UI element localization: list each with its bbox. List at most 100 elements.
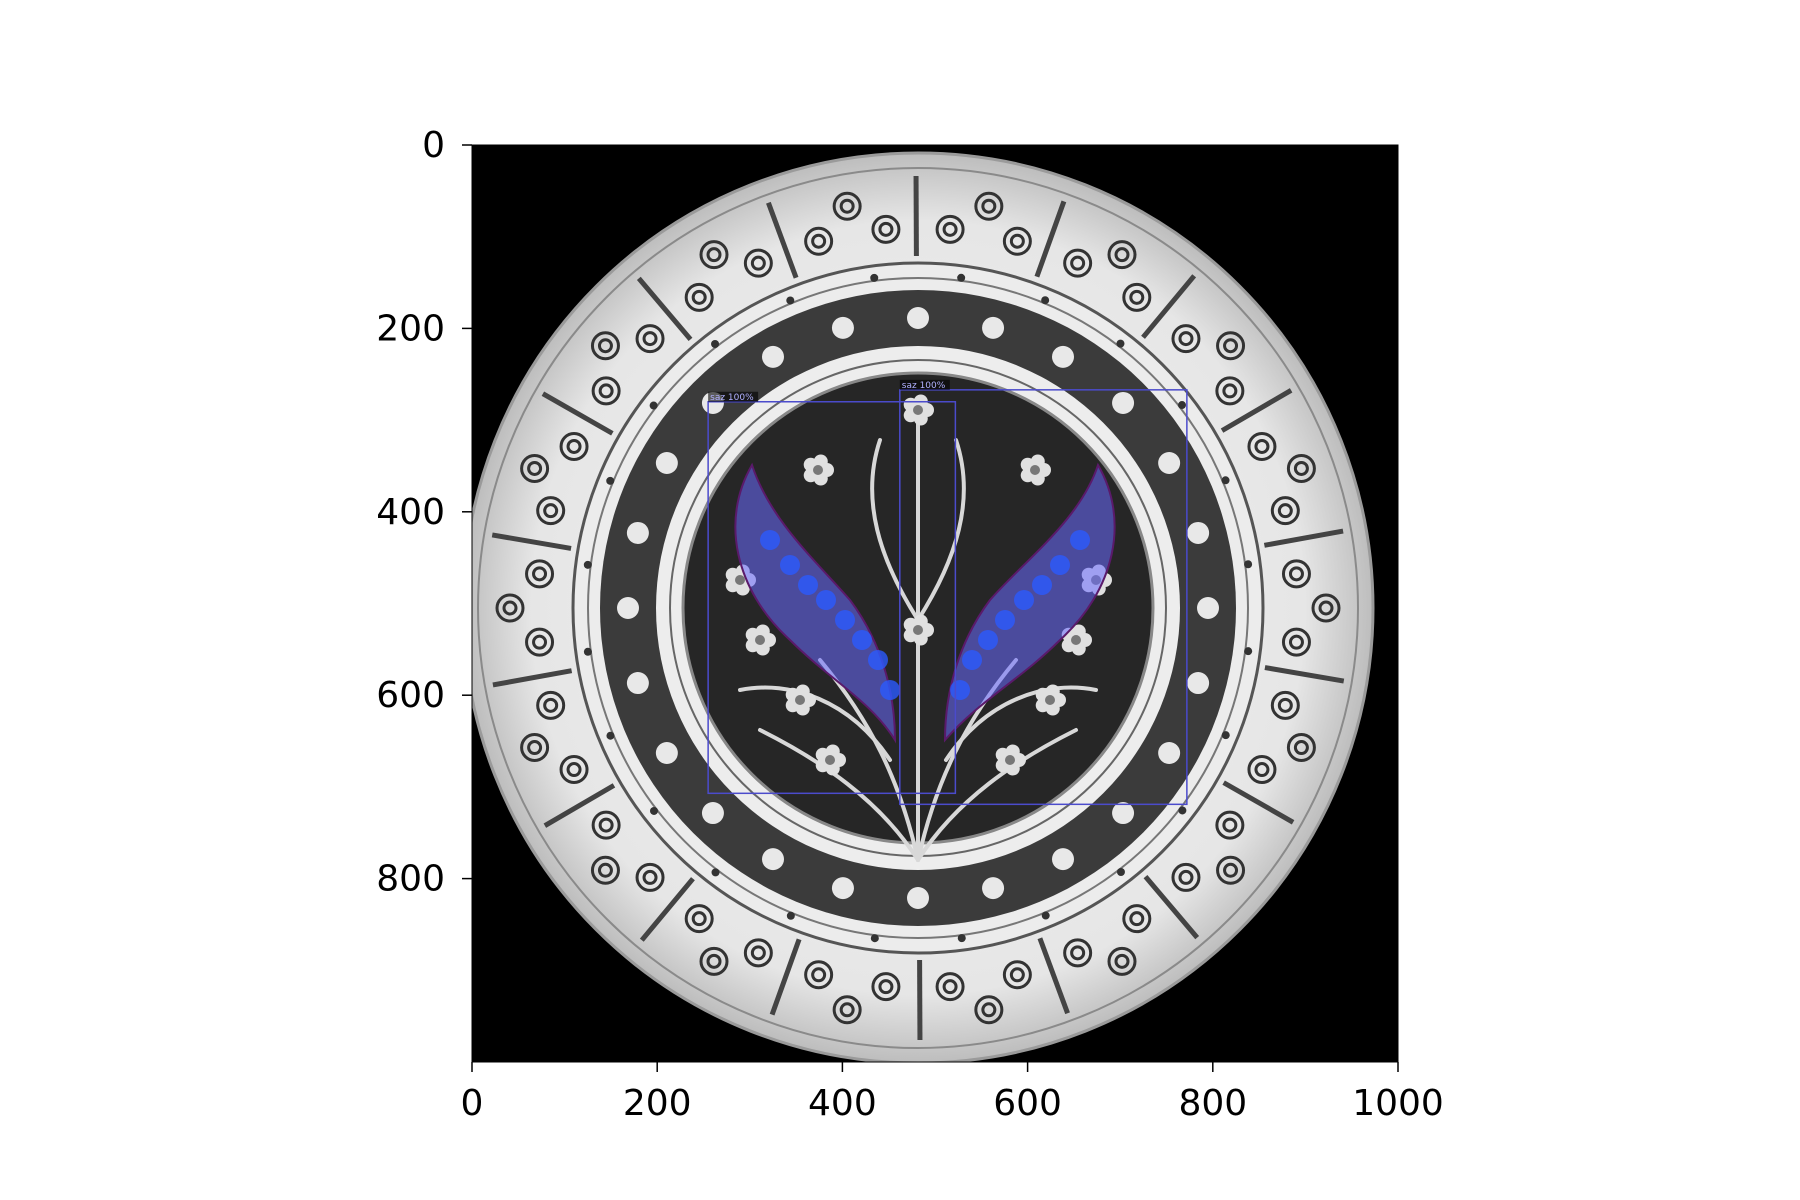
band-dot: [649, 806, 658, 815]
rim-spiral: [1107, 240, 1137, 270]
y-tick-label: 200: [376, 308, 445, 349]
band-notch: [831, 877, 854, 900]
flower-center: [1045, 695, 1055, 705]
rim-spiral: [974, 995, 1004, 1025]
rim-spiral-inner: [1129, 289, 1145, 305]
rim-spiral: [591, 376, 621, 406]
band-notch: [831, 316, 854, 339]
rim-spiral: [1281, 627, 1311, 657]
mask-dot: [962, 650, 982, 670]
rim-spiral-inner: [942, 221, 958, 237]
rim-spiral-inner: [1293, 460, 1309, 476]
rim-stroke: [491, 532, 572, 551]
flower-petal: [795, 684, 810, 699]
rim-spiral: [804, 960, 834, 990]
rim-stroke: [636, 276, 693, 341]
rim-stroke: [1222, 780, 1295, 825]
flower-center: [735, 575, 745, 585]
band-dot: [1244, 647, 1253, 656]
band-notch: [907, 307, 929, 329]
rim-spiral-inner: [1293, 740, 1309, 756]
rim-spiral: [935, 214, 965, 244]
rim-spiral: [1171, 324, 1201, 354]
band-dot: [870, 934, 879, 943]
flower-center: [1005, 755, 1015, 765]
mask-dot: [1032, 575, 1052, 595]
x-tick-label: 600: [993, 1083, 1062, 1124]
rim-spiral-inner: [981, 198, 997, 214]
rim-spiral-inner: [1070, 945, 1086, 961]
rim-spiral: [1286, 733, 1316, 763]
rim-spiral: [1063, 938, 1093, 968]
rim-spiral: [1002, 226, 1032, 256]
y-tick-label: 400: [376, 492, 445, 533]
saz-mask-dots: [760, 530, 1090, 700]
rim-spiral-inner: [527, 460, 543, 476]
rim-stroke: [1034, 200, 1067, 278]
band-dot: [1178, 401, 1187, 410]
flower-center: [825, 755, 835, 765]
medallion-flowers: [725, 394, 1112, 776]
rim-spiral-inner: [532, 566, 548, 582]
rim-spiral-inner: [839, 198, 855, 214]
x-tick-label: 800: [1178, 1083, 1247, 1124]
rim-spiral-inner: [566, 762, 582, 778]
rim-spiral: [1247, 431, 1277, 461]
flower-center: [755, 635, 765, 645]
rim-spiral-inner: [1277, 503, 1293, 519]
rim-spiral-inner: [1277, 697, 1293, 713]
flower-center: [795, 695, 805, 705]
rim-spiral-inner: [598, 817, 614, 833]
rim-spiral: [1247, 755, 1277, 785]
band-dot: [583, 560, 592, 569]
rim-stroke: [639, 877, 695, 942]
mask-dot: [1014, 590, 1034, 610]
rim-spiral: [684, 904, 714, 934]
rim-spiral-inner: [1254, 762, 1270, 778]
rim-spiral: [590, 855, 620, 885]
x-tick-label: 1000: [1352, 1083, 1444, 1124]
flower-center: [913, 625, 923, 635]
band-dot: [649, 401, 658, 410]
x-tick-label: 400: [808, 1083, 877, 1124]
rim-spiral: [559, 755, 589, 785]
band-notch: [1187, 521, 1210, 544]
mask-dot: [1050, 555, 1070, 575]
band-dot: [1178, 806, 1187, 815]
band-dot: [957, 273, 966, 282]
rim-stroke: [492, 668, 573, 688]
rim-spiral: [935, 972, 965, 1002]
detection-box-right: [899, 389, 1188, 806]
band-dot: [583, 647, 592, 656]
y-axis: 0 200 400 600 800: [376, 125, 472, 900]
axes-frame: [471, 144, 1399, 1063]
rim-spiral: [590, 331, 620, 361]
band-notch: [701, 802, 724, 825]
mask-dot: [835, 610, 855, 630]
mask-dot: [1070, 530, 1090, 550]
rim-spiral-inner: [750, 255, 766, 271]
flower-petal: [1005, 744, 1020, 759]
rim-spiral: [832, 995, 862, 1025]
band-notch: [1112, 391, 1135, 414]
band-notch: [655, 742, 678, 764]
detection-label-bg: [708, 391, 759, 402]
band-dot: [870, 273, 879, 282]
rim-spiral: [1311, 593, 1341, 623]
flower-petal: [813, 454, 828, 469]
rim-spiral-inner: [691, 289, 707, 305]
mask-dot: [852, 630, 872, 650]
band-dot: [786, 296, 795, 305]
rim-spiral: [1215, 376, 1245, 406]
band-notch: [982, 877, 1005, 900]
flower-center: [1071, 635, 1081, 645]
band-dot: [1041, 911, 1050, 920]
detection-label-bg: [899, 379, 950, 390]
rim-spiral-inner: [532, 634, 548, 650]
rim-stroke: [1141, 274, 1197, 339]
rim-motifs: [491, 175, 1345, 1041]
band-notch: [1187, 672, 1210, 695]
rim-spiral-inner: [1254, 438, 1270, 454]
rim-stroke: [1143, 875, 1200, 940]
